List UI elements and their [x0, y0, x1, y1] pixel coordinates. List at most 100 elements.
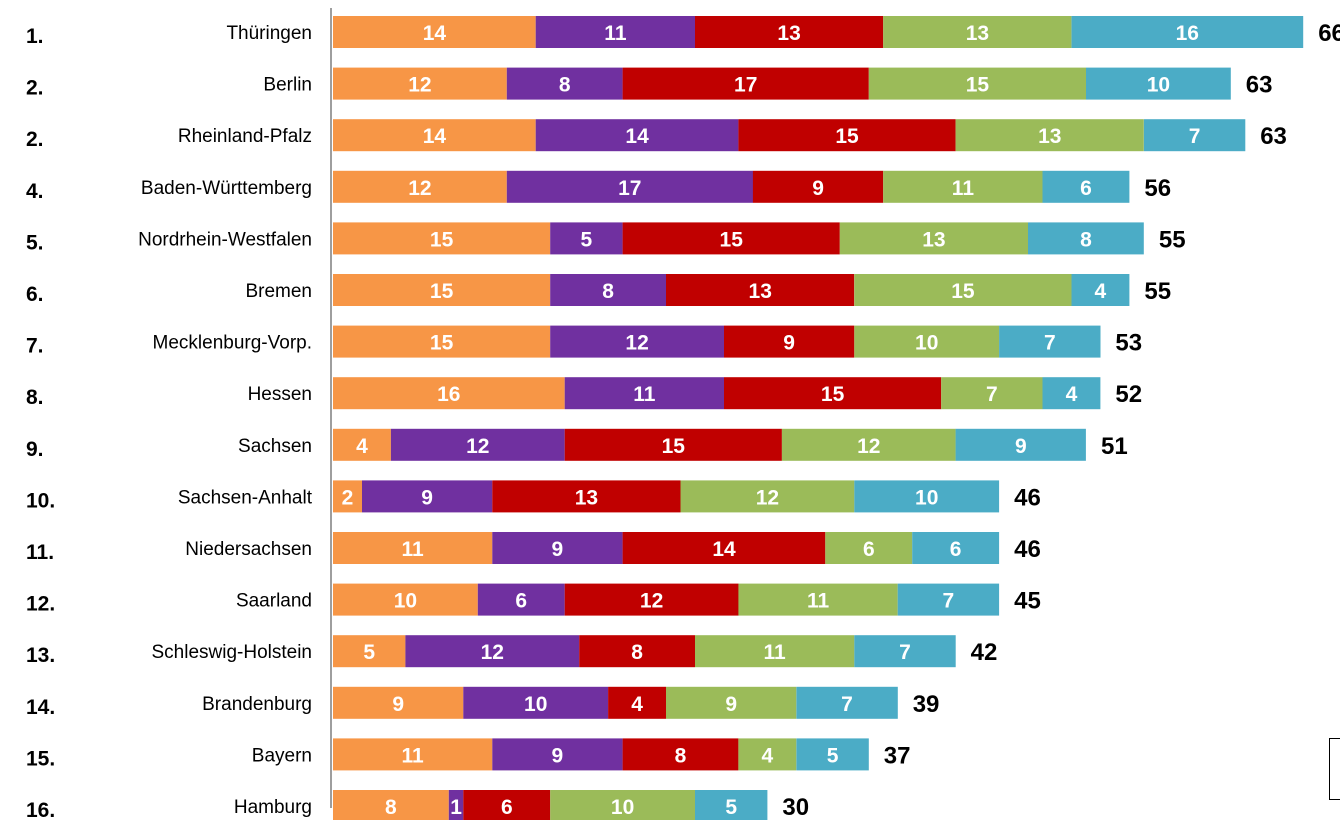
bar-segment [550, 274, 666, 306]
segment-value-label: 15 [966, 74, 990, 97]
total-value-label: 66 [1318, 20, 1340, 47]
bar-segment [666, 274, 855, 306]
bar-segment [955, 119, 1144, 152]
bar-segment [1042, 377, 1101, 410]
segment-value-label: 14 [423, 22, 447, 45]
segment-value-label: 4 [1066, 383, 1078, 406]
total-value-label: 30 [782, 794, 809, 820]
segment-value-label: 8 [385, 796, 397, 819]
segment-value-label: 4 [631, 693, 643, 716]
rank-label: 10. [26, 489, 55, 512]
segment-value-label: 11 [807, 590, 830, 613]
bar-segment [839, 222, 1028, 255]
rank-label: 6. [26, 283, 44, 306]
segment-value-label: 14 [423, 125, 447, 148]
segment-value-label: 2 [342, 486, 354, 509]
rank-label: 1. [26, 25, 44, 48]
rank-label: 16. [26, 799, 55, 820]
segment-value-label: 13 [966, 22, 989, 45]
segment-value-label: 13 [1038, 125, 1061, 148]
segment-value-label: 10 [524, 693, 547, 716]
total-value-label: 52 [1115, 381, 1142, 408]
bar-segment [362, 480, 493, 513]
category-label: Hamburg [234, 797, 312, 818]
segment-value-label: 7 [1189, 125, 1201, 148]
bar-segment [695, 790, 768, 820]
segment-value-label: 10 [394, 590, 417, 613]
bar-segment [1028, 222, 1144, 255]
segment-value-label: 11 [633, 383, 656, 406]
bar-segment [463, 790, 551, 820]
rank-label: 15. [26, 747, 55, 770]
total-value-label: 55 [1144, 278, 1171, 305]
bar-segment [535, 119, 739, 152]
segment-value-label: 9 [552, 538, 564, 561]
segment-value-label: 6 [950, 538, 962, 561]
bar-segment [1086, 67, 1231, 100]
segment-value-label: 15 [951, 280, 975, 303]
segment-value-label: 7 [1044, 332, 1056, 355]
segment-value-label: 11 [401, 744, 424, 767]
segment-value-label: 12 [481, 641, 504, 664]
bar-segment [854, 635, 956, 668]
bar-segment [738, 119, 956, 152]
segment-value-label: 16 [437, 383, 460, 406]
segment-value-label: 8 [631, 641, 643, 664]
total-value-label: 45 [1014, 588, 1041, 615]
segment-value-label: 10 [611, 796, 634, 819]
segment-value-label: 13 [922, 228, 945, 251]
segment-value-label: 8 [1080, 228, 1092, 251]
category-label: Thüringen [226, 23, 312, 44]
category-label: Hessen [248, 384, 312, 405]
segment-value-label: 9 [392, 693, 404, 716]
bar-segment [506, 67, 623, 100]
segment-value-label: 15 [430, 332, 454, 355]
bar-segment [695, 16, 884, 48]
segment-value-label: 7 [841, 693, 853, 716]
bar-segment [448, 790, 464, 820]
bar-segment [477, 583, 565, 616]
category-label: Berlin [263, 75, 312, 96]
segment-value-label: 15 [835, 125, 859, 148]
bar-segment [333, 738, 493, 771]
category-label: Sachsen [238, 436, 312, 457]
bar-segment [333, 635, 406, 668]
bar-segment [622, 738, 739, 771]
bar-segment [738, 583, 898, 616]
segment-value-label: 7 [899, 641, 911, 664]
segment-value-label: 5 [827, 744, 839, 767]
category-label: Sachsen-Anhalt [178, 487, 313, 508]
segment-value-label: 15 [430, 280, 454, 303]
bar-segment [333, 532, 493, 564]
segment-value-label: 5 [363, 641, 375, 664]
bar-segment [333, 480, 362, 513]
bar-segment [333, 67, 507, 100]
segment-value-label: 9 [725, 693, 737, 716]
bar-segment [1143, 119, 1246, 152]
bar-segment [333, 119, 536, 152]
bar-segment [492, 480, 681, 513]
segment-value-label: 9 [421, 486, 433, 509]
category-label: Nordrhein-Westfalen [138, 229, 312, 250]
bar-segment [1071, 16, 1304, 48]
segment-value-label: 17 [618, 177, 641, 200]
rank-label: 2. [26, 77, 44, 100]
bar-segment [492, 532, 623, 564]
segment-value-label: 9 [812, 177, 824, 200]
category-label: Rheinland-Pfalz [178, 126, 312, 147]
segment-value-label: 7 [986, 383, 998, 406]
segment-value-label: 9 [1015, 435, 1027, 458]
segment-value-label: 4 [762, 744, 774, 767]
bar-segment [333, 428, 391, 461]
segment-value-label: 12 [857, 435, 880, 458]
bar-segment [550, 222, 623, 255]
rank-label: 12. [26, 593, 55, 616]
bar-segment [854, 480, 1000, 513]
bar-segment [666, 686, 797, 719]
bar-segment [622, 532, 826, 564]
bar-segment [333, 790, 449, 820]
category-label: Saarland [236, 591, 312, 612]
rank-label: 8. [26, 386, 44, 409]
segment-value-label: 12 [408, 74, 431, 97]
